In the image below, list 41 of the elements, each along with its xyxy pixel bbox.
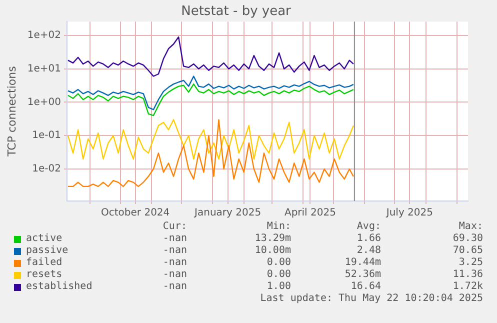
- text: 3.25: [458, 257, 483, 269]
- chart-title: Netstat - by year: [181, 4, 292, 20]
- text: 1.00: [266, 281, 291, 293]
- text: 70.65: [452, 245, 483, 257]
- text: 1.72k: [452, 281, 483, 293]
- text: Cur:: [162, 221, 187, 233]
- y-tick-label: 1e+02: [27, 30, 61, 42]
- text: 0.00: [266, 269, 291, 281]
- x-tick-label: January 2025: [194, 208, 262, 219]
- text: Max:: [458, 221, 483, 233]
- legend-label: established: [26, 281, 92, 293]
- text: 52.36m: [344, 269, 381, 281]
- text: 10.00m: [254, 245, 291, 257]
- y-tick-label: 1e+01: [27, 63, 61, 74]
- x-tick-label: April 2025: [284, 208, 336, 219]
- legend-label: active: [26, 233, 62, 245]
- text: 11.36: [452, 269, 483, 281]
- legend-label: passive: [26, 245, 68, 257]
- text: Min:: [266, 221, 291, 233]
- text: Avg:: [356, 221, 381, 233]
- text: 16.64: [350, 281, 381, 293]
- text: 69.30: [452, 233, 483, 245]
- text: 19.44m: [344, 257, 381, 269]
- x-tick-label: October 2024: [101, 208, 170, 219]
- text: -nan: [162, 281, 187, 293]
- text: 13.29m: [254, 233, 291, 245]
- legend-label: failed: [26, 257, 62, 269]
- text: -nan: [162, 257, 187, 269]
- y-axis-title: TCP connections: [5, 66, 18, 158]
- text: 0.00: [266, 257, 291, 269]
- y-tick-label: 1e-02: [32, 164, 61, 175]
- y-tick-label: 1e-01: [32, 130, 61, 142]
- text: 2.48: [356, 245, 381, 257]
- legend-label: resets: [26, 269, 62, 281]
- text: -nan: [162, 233, 187, 245]
- text: 1.66: [356, 233, 381, 245]
- x-tick-label: July 2025: [385, 208, 434, 219]
- text: Last update: Thu May 22 10:20:04 2025: [260, 293, 483, 305]
- text: -nan: [162, 245, 187, 257]
- text: -nan: [162, 269, 187, 281]
- y-tick-label: 1e+00: [27, 96, 61, 108]
